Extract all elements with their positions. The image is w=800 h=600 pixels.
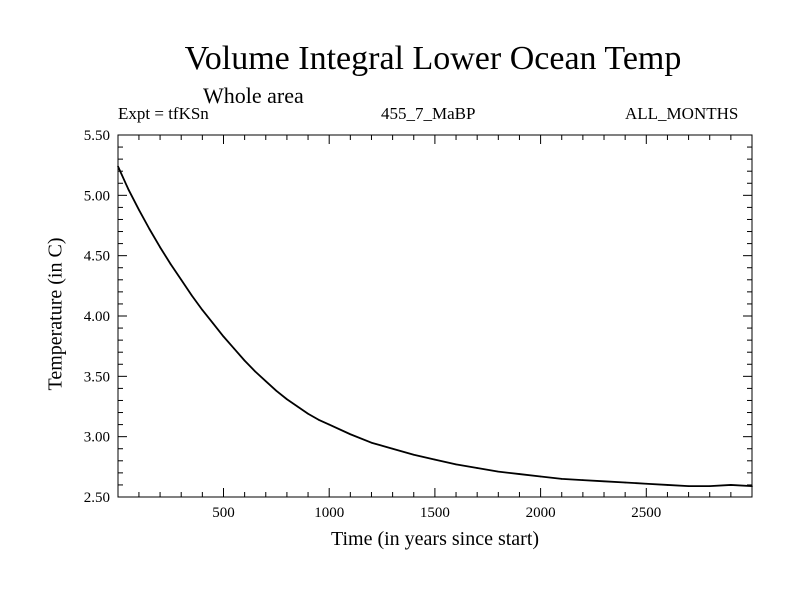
data-point	[391, 447, 394, 450]
x-tick-label: 1500	[420, 505, 450, 521]
chart-title: Volume Integral Lower Ocean Temp	[184, 40, 682, 77]
period-label: 455_7_MaBP	[381, 104, 476, 123]
y-tick-label: 3.50	[84, 369, 110, 385]
data-point	[180, 279, 183, 281]
x-tick-label: 500	[212, 505, 235, 521]
y-tick-label: 3.00	[84, 430, 110, 446]
data-point	[317, 418, 320, 421]
y-tick-label: 4.00	[84, 309, 110, 325]
data-point	[243, 359, 246, 362]
data-point	[275, 390, 278, 392]
data-point	[212, 322, 214, 325]
data-point	[370, 441, 373, 444]
data-point	[666, 484, 669, 486]
data-point	[687, 485, 690, 487]
data-point	[190, 294, 193, 297]
series-line	[117, 165, 753, 488]
chart-subtitle: Whole area	[203, 83, 304, 108]
data-point	[603, 480, 605, 483]
data-point	[264, 380, 267, 382]
data-point	[412, 453, 415, 456]
x-axis-label: Time (in years since start)	[330, 528, 540, 550]
data-point	[307, 412, 309, 415]
data-point	[233, 347, 235, 350]
y-tick-label: 2.50	[84, 490, 110, 506]
data-point	[497, 470, 500, 473]
data-point	[730, 484, 732, 486]
data-point	[138, 209, 140, 211]
data-point	[296, 405, 299, 408]
months-label: ALL_MONTHS	[625, 104, 739, 123]
y-tick-label: 4.50	[84, 249, 110, 265]
data-point	[560, 478, 563, 480]
data-point	[624, 481, 626, 484]
x-tick-label: 2000	[526, 505, 556, 521]
experiment-label: Expt = tfKSn	[118, 104, 209, 123]
data-point	[127, 188, 130, 191]
data-point	[349, 433, 352, 436]
data-point	[159, 246, 161, 249]
data-point	[582, 479, 584, 481]
data-point	[518, 473, 521, 475]
data-point	[169, 263, 172, 265]
data-point	[455, 463, 457, 466]
data-point	[539, 475, 542, 478]
x-tick-label: 2500	[631, 505, 661, 521]
y-tick-label: 5.50	[84, 128, 110, 144]
data-point	[434, 458, 436, 461]
x-tick-label: 1000	[314, 505, 344, 521]
data-point	[254, 370, 256, 373]
data-point	[201, 309, 204, 311]
data-point	[645, 482, 648, 485]
data-point	[222, 335, 225, 338]
data-point	[708, 485, 711, 487]
y-tick-label: 5.00	[84, 188, 110, 204]
plot-frame	[117, 134, 753, 498]
data-point	[148, 228, 151, 230]
data-point	[117, 165, 119, 168]
data-point	[751, 485, 753, 487]
data-point	[328, 423, 330, 426]
data-point	[286, 398, 288, 401]
data-point	[476, 467, 478, 469]
